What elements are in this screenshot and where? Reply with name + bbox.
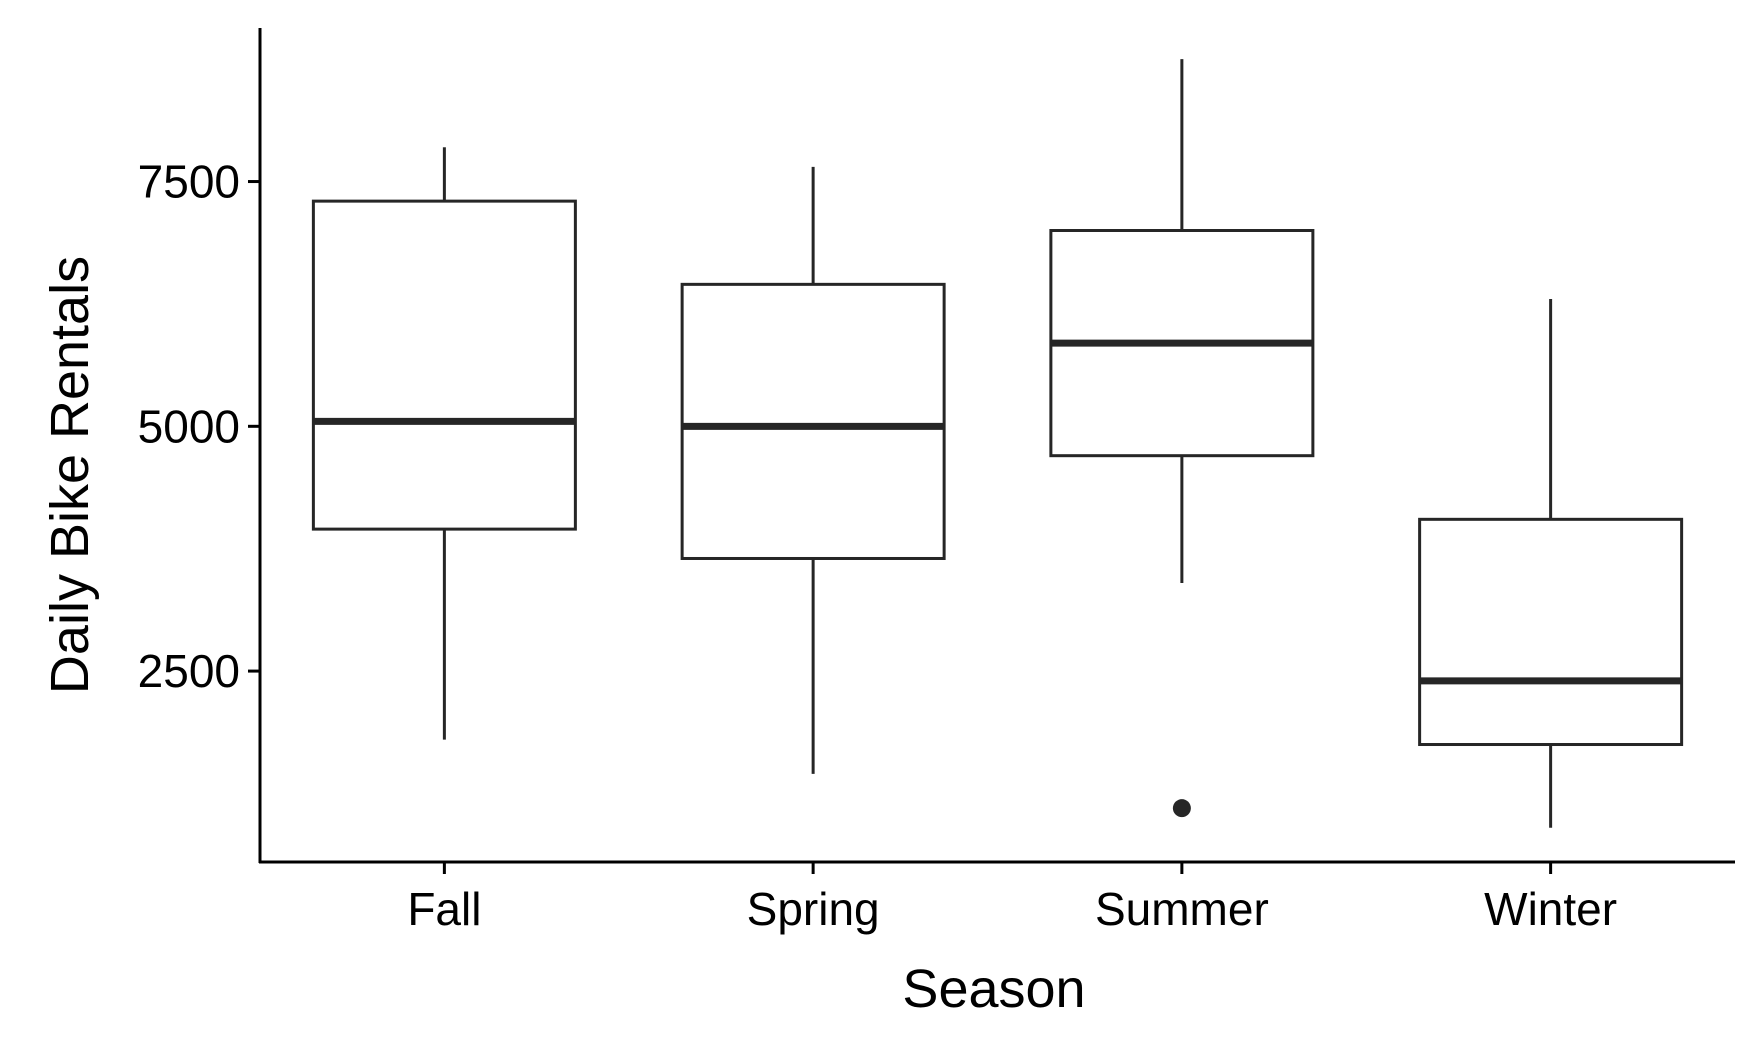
y-axis-title: Daily Bike Rentals	[40, 256, 100, 694]
y-tick-label-5000: 5000	[138, 400, 240, 452]
y-tick-label-7500: 7500	[138, 156, 240, 208]
x-tick-label-summer: Summer	[1095, 883, 1269, 935]
x-axis: Fall Spring Summer Winter	[259, 860, 1735, 935]
box-winter	[1418, 299, 1684, 828]
y-tick-label-2500: 2500	[138, 645, 240, 697]
box-iqr-winter	[1418, 517, 1684, 747]
box-spring	[680, 166, 946, 774]
y-axis: 2500 5000 7500	[138, 28, 262, 863]
box-fall	[311, 147, 577, 740]
x-tick-label-fall: Fall	[407, 883, 481, 935]
box-iqr-spring	[680, 282, 946, 560]
plot-marks	[311, 59, 1684, 828]
x-axis-title: Season	[902, 959, 1085, 1019]
box-iqr-fall	[311, 199, 577, 531]
box-summer	[1049, 59, 1315, 818]
x-tick-label-spring: Spring	[747, 883, 880, 935]
outlier-point-summer-0	[1172, 799, 1191, 818]
x-tick-label-winter: Winter	[1484, 883, 1617, 935]
